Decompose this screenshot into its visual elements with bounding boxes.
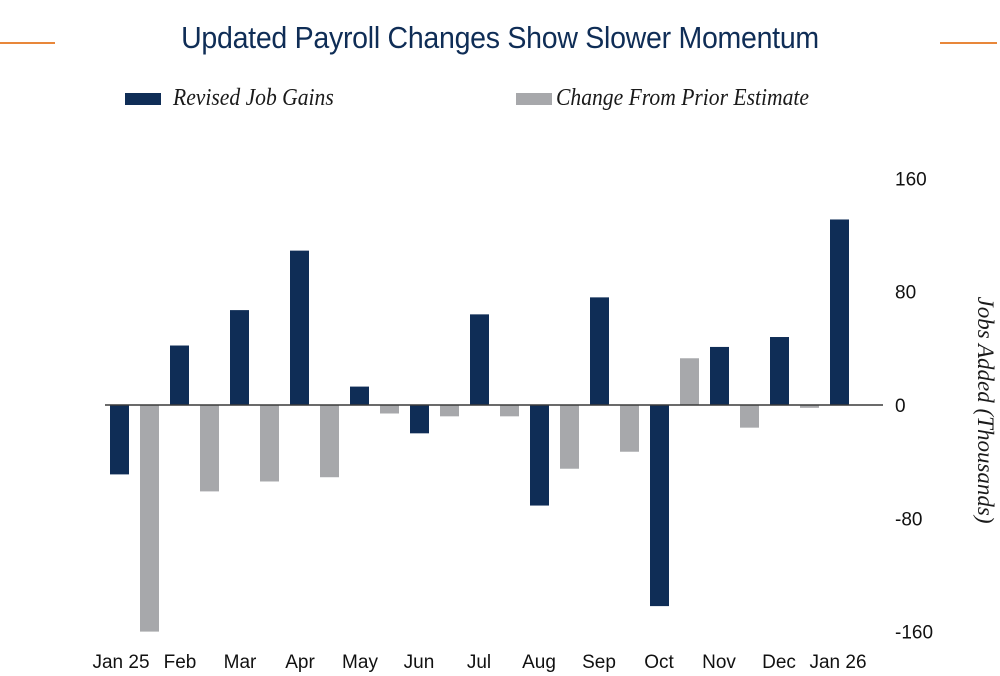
bar-revised-jan-26 [830,219,849,405]
bar-change-aug [560,405,579,469]
x-tick-label: Dec [762,652,796,673]
bar-change-mar [260,405,279,482]
bar-change-dec [800,405,819,408]
bar-change-may [380,405,399,414]
legend-item-change: Change From Prior Estimate [516,85,837,112]
bar-revised-sep [590,297,609,405]
x-tick-label: Sep [582,652,616,673]
bar-revised-jul [470,314,489,405]
x-tick-label: Jun [404,652,435,673]
bar-revised-dec [770,337,789,405]
bar-change-sep [620,405,639,452]
title-rule-right [940,42,997,44]
bar-revised-may [350,386,369,405]
bar-revised-jun [410,405,429,434]
bar-change-apr [320,405,339,478]
legend-label-revised: Revised Job Gains [173,85,334,111]
bar-change-jan-25 [140,405,159,632]
x-tick-label: Feb [164,652,197,673]
bar-revised-aug [530,405,549,506]
bar-change-nov [740,405,759,428]
x-tick-label: Jan 25 [92,652,149,673]
bar-revised-jan-25 [110,405,129,475]
y-tick-label: 80 [895,283,916,304]
x-tick-label: Oct [644,652,674,673]
y-tick-label: 160 [895,169,927,190]
x-tick-label: Mar [224,652,257,673]
legend-item-revised: Revised Job Gains [125,85,352,112]
x-tick-label: Aug [522,652,556,673]
bar-revised-feb [170,345,189,405]
bars-group [110,219,849,632]
x-tick-label: Apr [285,652,315,673]
bar-change-oct [680,358,699,405]
x-tick-label: May [342,652,378,673]
y-tick-labels: 160 80 0 -80 -160 [895,169,933,643]
chart-title: Updated Payroll Changes Show Slower Mome… [181,20,819,55]
y-tick-label: -160 [895,623,933,644]
bar-change-feb [200,405,219,492]
bar-revised-apr [290,250,309,405]
x-tick-label: Nov [702,652,736,673]
x-tick-labels: Jan 25 Feb Mar Apr May Jun Jul Aug Sep Oct Nov Dec J… [92,652,866,673]
x-tick-label: Jan 26 [809,652,866,673]
bar-revised-mar [230,310,249,405]
y-tick-label: 0 [895,396,906,417]
bar-change-jun [440,405,459,417]
y-axis-label: Jobs Added (Thousands) [973,296,998,523]
bar-revised-oct [650,405,669,607]
bar-revised-nov [710,346,729,405]
title-rule-left [0,42,55,44]
y-tick-label: -80 [895,509,922,530]
legend-label-change: Change From Prior Estimate [556,85,809,111]
legend-swatch-revised [125,92,161,105]
x-tick-label: Jul [467,652,491,673]
bar-change-jul [500,405,519,417]
legend-swatch-change [516,92,552,105]
